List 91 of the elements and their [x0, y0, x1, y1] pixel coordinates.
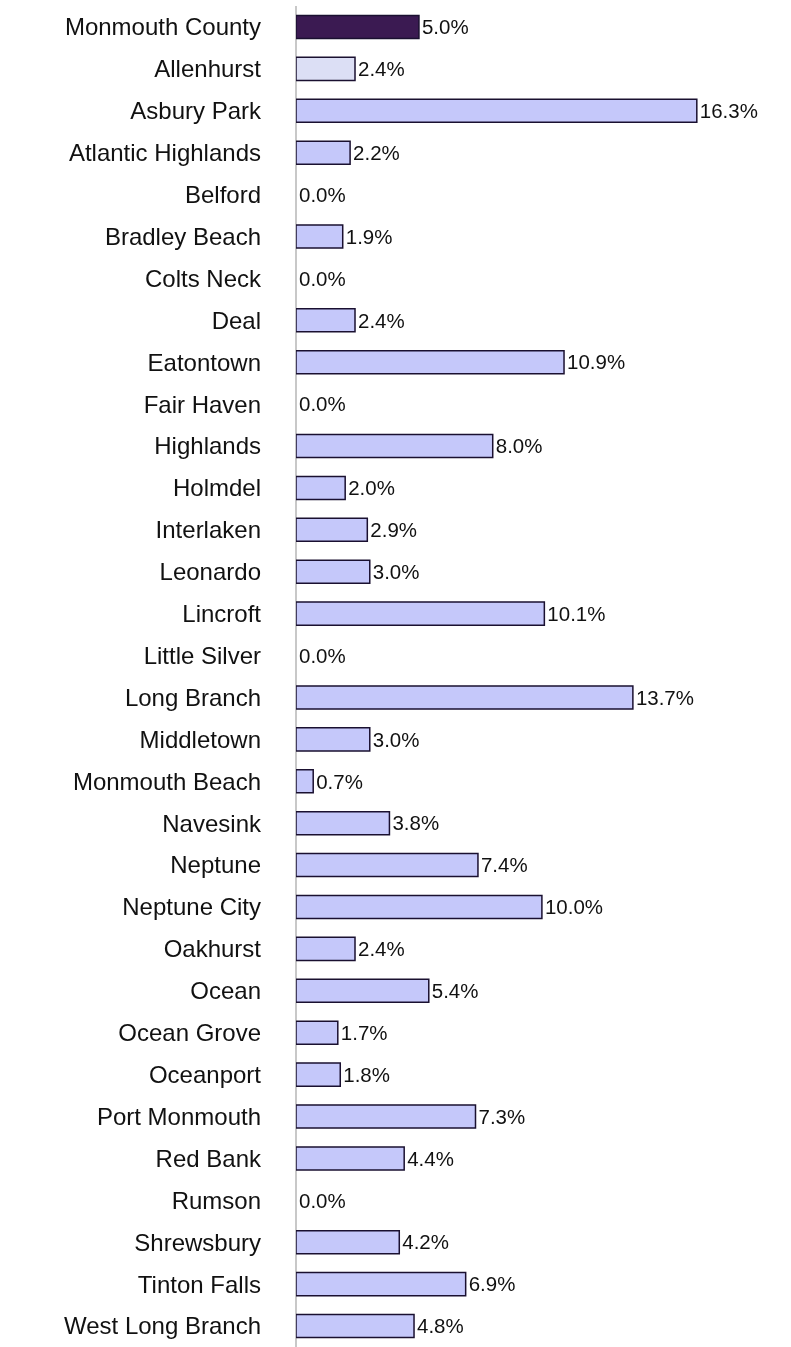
bar	[296, 601, 546, 626]
data-label: 8.0%	[495, 434, 543, 458]
y-tick-label: Holmdel	[172, 474, 261, 502]
bar	[296, 98, 698, 124]
y-tick-label: Neptune City	[122, 893, 261, 921]
data-label: 2.4%	[358, 308, 405, 332]
bar	[296, 517, 369, 543]
y-tick-label: Deal	[211, 306, 261, 334]
y-tick-label: Red Bank	[155, 1144, 262, 1172]
y-tick-label: Asbury Park	[130, 97, 262, 125]
data-label: 0.0%	[299, 392, 346, 416]
y-tick-label: Monmouth County	[64, 13, 261, 41]
data-label: 0.0%	[299, 266, 346, 290]
y-tick-label: Leonardo	[159, 558, 261, 586]
bar	[296, 727, 371, 752]
data-label: 10.1%	[547, 601, 606, 625]
bar	[296, 56, 356, 82]
bar	[296, 936, 356, 962]
data-label: 3.8%	[392, 811, 440, 835]
data-label: 2.2%	[353, 140, 400, 164]
data-label: 7.4%	[480, 853, 528, 877]
y-tick-label: Long Branch	[124, 683, 261, 711]
data-label: 0.7%	[316, 769, 363, 793]
bar	[296, 349, 565, 375]
bar	[296, 1313, 415, 1339]
data-label: 2.0%	[348, 476, 395, 500]
y-tick-label: Neptune	[170, 851, 261, 879]
y-tick-label: Atlantic Highlands	[68, 139, 261, 167]
y-tick-label: Port Monmouth	[96, 1102, 261, 1130]
data-label: 2.4%	[358, 57, 405, 81]
data-label: 2.9%	[370, 518, 417, 542]
data-label: 4.2%	[402, 1230, 449, 1254]
bar	[296, 1229, 401, 1255]
bar	[296, 894, 543, 920]
y-tick-label: Oceanport	[148, 1061, 262, 1089]
y-tick-label: Colts Neck	[144, 264, 262, 292]
y-tick-label: Tinton Falls	[137, 1270, 261, 1298]
bar	[296, 224, 344, 249]
y-tick-label: Rumson	[171, 1186, 261, 1214]
bar	[296, 559, 371, 585]
y-tick-label: Little Silver	[143, 641, 262, 669]
y-tick-label: Middletown	[139, 725, 261, 753]
bar	[296, 433, 494, 459]
y-tick-label: Navesink	[162, 809, 262, 837]
bar	[296, 978, 430, 1004]
y-tick-label: Interlaken	[155, 516, 261, 544]
y-tick-label: Fair Haven	[143, 390, 261, 418]
data-label: 2.4%	[358, 937, 405, 961]
data-label: 4.8%	[417, 1314, 464, 1338]
y-tick-label: Ocean	[190, 977, 261, 1005]
bar	[296, 475, 346, 501]
bar	[296, 1062, 342, 1087]
bar	[296, 140, 351, 165]
bar	[296, 1104, 477, 1129]
bar	[296, 685, 634, 710]
y-tick-label: Shrewsbury	[134, 1228, 261, 1256]
y-tick-label: Eatontown	[147, 348, 261, 376]
data-label: 1.7%	[340, 1020, 388, 1044]
data-label: 0.0%	[299, 182, 346, 206]
y-tick-label: West Long Branch	[63, 1312, 261, 1340]
data-label: 16.3%	[699, 99, 758, 123]
bar	[296, 1271, 467, 1297]
data-label: 0.0%	[299, 1188, 346, 1212]
y-tick-label: Lincroft	[182, 600, 262, 628]
data-label: 4.4%	[407, 1146, 454, 1170]
y-tick-label: Monmouth Beach	[72, 767, 261, 795]
y-tick-label: Highlands	[154, 432, 261, 460]
data-label: 10.9%	[567, 350, 626, 374]
bar	[296, 1020, 339, 1045]
data-label: 3.0%	[372, 559, 420, 583]
data-label: 5.4%	[431, 979, 479, 1003]
data-label: 13.7%	[635, 685, 694, 709]
bar	[296, 768, 314, 794]
data-label: 1.8%	[343, 1062, 390, 1086]
bar	[296, 810, 391, 836]
y-tick-label: Bradley Beach	[104, 222, 261, 250]
data-label: 1.9%	[345, 224, 393, 248]
y-tick-label: Allenhurst	[154, 55, 262, 83]
data-label: 10.0%	[544, 895, 603, 919]
y-tick-label: Oakhurst	[163, 935, 262, 963]
y-tick-label: Belford	[184, 180, 261, 208]
data-label: 6.9%	[468, 1272, 516, 1296]
data-label: 3.0%	[372, 727, 420, 751]
bar	[296, 14, 420, 40]
data-label: 5.0%	[421, 15, 469, 39]
y-tick-label: Ocean Grove	[118, 1019, 261, 1047]
data-label: 0.0%	[299, 643, 346, 667]
bar	[296, 308, 356, 333]
bar	[296, 1146, 405, 1171]
data-label: 7.3%	[478, 1104, 526, 1128]
bar	[296, 852, 479, 878]
